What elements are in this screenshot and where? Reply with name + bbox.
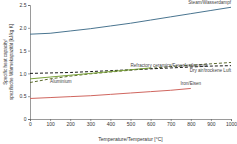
x-axis-title: Temperature/Temperatur [°C] [98,136,163,142]
chart: 0 100 200 300 400 500 600 700 800 900 1000 0 0.5 1.0 1… [0,0,237,144]
x-tick: 100 [46,119,55,127]
y-axis-title-line: Specific heat capacity/ [3,38,8,84]
series-line [30,88,191,98]
x-tick-label: 600 [147,121,156,127]
y-tick: 0.5 [20,93,30,99]
y-axis: 0 0.5 1.0 1.5 2.0 2.5 [20,2,31,122]
x-tick: 300 [87,119,96,127]
y-tick: 1.5 [20,48,30,54]
x-tick: 400 [107,119,116,127]
series-label: Steam/Wasserdampf [188,0,231,5]
x-tick-label: 900 [207,121,216,127]
series-line [30,7,231,34]
y-tick: 1.0 [20,71,30,77]
series-label: Iron/Eisen [180,81,201,86]
x-tick-label: 300 [87,121,96,127]
x-tick-label: 0 [29,121,32,127]
y-tick-mark [28,119,30,120]
y-tick-mark [28,28,30,29]
x-tick: 600 [147,119,156,127]
y-tick-label: 0.5 [20,93,27,99]
y-tick-label: 2.0 [20,25,27,31]
x-tick: 200 [67,119,76,127]
x-tick: 500 [127,119,136,127]
y-tick-label: 1.5 [20,48,27,54]
y-axis-title: Specific heat capacity/spezifische Wärme… [3,24,14,100]
y-tick-mark [28,5,30,6]
x-tick-label: 800 [187,121,196,127]
lines [30,7,231,98]
series-label: Dry air/trockene Luft [190,68,232,73]
y-tick-label: 1.0 [20,71,27,77]
x-tick: 900 [207,119,216,127]
y-tick: 2.5 [20,2,30,8]
y-tick-mark [28,73,30,74]
series-line [30,68,151,79]
x-tick: 800 [187,119,196,127]
y-tick-mark [28,96,30,97]
y-axis-title-line: spezifische Wärmekapazität [kJ/kg K] [9,24,14,100]
y-axis-line [28,6,31,120]
x-tick-label: 500 [127,121,136,127]
x-tick-label: 1000 [226,121,237,127]
y-tick: 2.0 [20,25,30,31]
y-tick: 0 [24,116,30,122]
x-tick: 1000 [226,119,237,127]
x-tick: 0 [29,119,32,127]
x-axis: 0 100 200 300 400 500 600 700 800 900 1000 [29,119,237,127]
y-tick-mark [28,51,30,52]
x-tick-label: 400 [107,121,116,127]
series-label: Aluminium [50,79,72,84]
plot: 0 100 200 300 400 500 600 700 800 900 1000 0 0.5 1.0 1… [20,0,237,127]
x-tick: 700 [167,119,176,127]
y-tick-label: 2.5 [20,2,27,8]
series-labels: Steam/WasserdampfRefractory ceramics/Feu… [50,0,232,86]
y-tick-label: 0 [24,116,27,122]
x-tick-label: 100 [46,121,55,127]
x-tick-label: 700 [167,121,176,127]
x-tick-label: 200 [67,121,76,127]
